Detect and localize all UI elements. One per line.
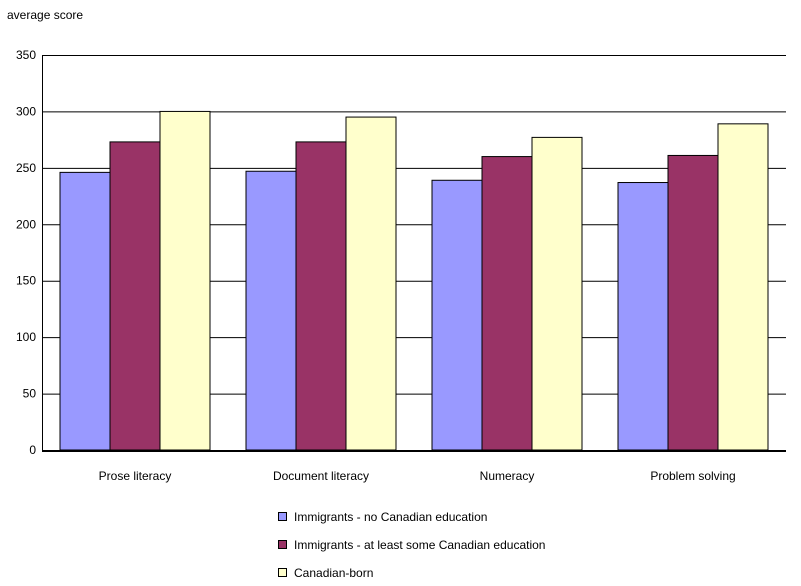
x-tick-label: Numeracy [480,469,535,483]
bar [667,154,719,451]
bar [59,171,111,451]
legend-item: Canadian-born [278,566,373,580]
y-axis-title: average score [7,8,83,22]
y-tick-label: 100 [16,330,36,344]
y-tick-label: 0 [29,443,36,457]
y-tick-label: 350 [16,48,36,62]
legend-label: Canadian-born [294,566,373,580]
legend-swatch [278,540,287,549]
y-tick-label: 200 [16,217,36,231]
legend-swatch [278,568,287,577]
y-tick-label: 150 [16,274,36,288]
y-tick-label: 250 [16,161,36,175]
bar [531,136,583,451]
legend-item: Immigrants - no Canadian education [278,510,487,524]
legend-label: Immigrants - no Canadian education [294,510,487,524]
axes [42,55,786,452]
bars [59,110,769,451]
bar [245,170,297,451]
bar [159,110,211,451]
bar [481,156,533,451]
y-tick-label: 50 [23,387,37,401]
x-tick-label: Prose literacy [99,469,172,483]
bar [345,116,397,451]
y-tick-labels: 0 50 100 150 200 250 300 350 [16,48,36,457]
legend-item: Immigrants - at least some Canadian educ… [278,538,545,552]
legend: Immigrants - no Canadian education Immigr… [278,510,545,580]
legend-label: Immigrants - at least some Canadian educ… [294,538,545,552]
legend-swatch [278,512,287,521]
x-tick-labels: Prose literacy Document literacy Numeracy P… [99,469,736,483]
bar [109,141,161,451]
x-tick-label: Problem solving [650,469,735,483]
bar [295,141,347,451]
bar [717,123,769,451]
y-tick-label: 300 [16,104,36,118]
bar [431,179,483,451]
x-tick-label: Document literacy [273,469,369,483]
bar [617,182,669,451]
